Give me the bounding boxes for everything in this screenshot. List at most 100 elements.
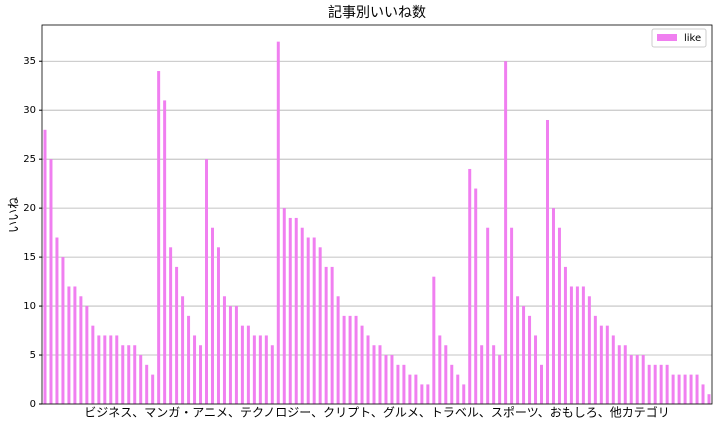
bar xyxy=(276,41,280,404)
bar xyxy=(611,335,615,404)
bar xyxy=(109,335,113,404)
bar xyxy=(474,188,478,404)
bar xyxy=(258,335,262,404)
bar xyxy=(569,286,573,404)
bar xyxy=(151,374,155,404)
bar xyxy=(545,119,549,404)
legend-box xyxy=(651,28,707,48)
bar xyxy=(372,345,376,404)
bar xyxy=(67,286,71,404)
bar xyxy=(683,374,687,404)
bar xyxy=(635,355,639,404)
bar xyxy=(121,345,125,404)
bar xyxy=(282,208,286,404)
bar xyxy=(103,335,107,404)
bar xyxy=(354,315,358,404)
bar xyxy=(581,286,585,404)
y-tick-label: 10 xyxy=(23,301,36,312)
bar xyxy=(438,335,442,404)
x-axis-label: ビジネス、マンガ・アニメ、テクノロジー、クリプト、グルメ、トラベル、スポーツ、お… xyxy=(84,405,670,420)
bar xyxy=(145,364,149,404)
bar xyxy=(210,227,214,404)
bar xyxy=(575,286,579,404)
bar xyxy=(587,296,591,404)
bar xyxy=(246,325,250,404)
bar xyxy=(528,315,532,404)
bar xyxy=(402,364,406,404)
bar xyxy=(617,345,621,404)
bar xyxy=(73,286,77,404)
bar xyxy=(659,364,663,404)
bar xyxy=(557,227,561,404)
bar xyxy=(504,61,508,405)
bar xyxy=(318,247,322,404)
bar xyxy=(677,374,681,404)
bar xyxy=(43,129,47,404)
y-tick-label: 0 xyxy=(30,399,36,410)
bar xyxy=(432,276,436,404)
bar xyxy=(629,355,633,404)
bar xyxy=(187,315,191,404)
bar xyxy=(593,315,597,404)
bar xyxy=(312,237,316,404)
bar xyxy=(384,355,388,404)
bar xyxy=(157,71,161,404)
bar xyxy=(534,335,538,404)
bar xyxy=(55,237,59,404)
bar xyxy=(366,335,370,404)
chart-title: 記事別いいね数 xyxy=(328,4,426,21)
bar xyxy=(163,100,167,405)
bar xyxy=(480,345,484,404)
y-tick-label: 30 xyxy=(23,105,36,116)
bar xyxy=(324,266,328,404)
bar xyxy=(306,237,310,404)
bar xyxy=(139,355,143,404)
bar xyxy=(288,217,292,404)
bar xyxy=(234,306,238,404)
y-tick-label: 35 xyxy=(23,56,36,67)
bar xyxy=(641,355,645,404)
legend-swatch xyxy=(657,34,677,41)
bar xyxy=(97,335,101,404)
y-tick-label: 5 xyxy=(30,350,36,361)
bar xyxy=(396,364,400,404)
bar xyxy=(486,227,490,404)
bar xyxy=(342,315,346,404)
bar xyxy=(199,345,203,404)
y-axis-label: いいね xyxy=(7,197,21,233)
bar xyxy=(133,345,137,404)
legend-label: like xyxy=(684,33,701,44)
bar xyxy=(647,364,651,404)
bar xyxy=(653,364,657,404)
bar xyxy=(300,227,304,404)
bar xyxy=(599,325,603,404)
bar xyxy=(378,345,382,404)
bar xyxy=(216,247,220,404)
bar xyxy=(623,345,627,404)
bar xyxy=(240,325,244,404)
bar xyxy=(61,257,65,404)
bar xyxy=(540,364,544,404)
bar xyxy=(330,266,334,404)
bar xyxy=(605,325,609,404)
bar xyxy=(294,217,298,404)
bar xyxy=(414,374,418,404)
bar xyxy=(551,208,555,404)
bar xyxy=(444,345,448,404)
bar xyxy=(228,306,232,404)
bar xyxy=(390,355,394,404)
bar xyxy=(85,306,89,404)
bar xyxy=(336,296,340,404)
bar xyxy=(264,335,268,404)
bar xyxy=(181,296,185,404)
bar xyxy=(169,247,173,404)
bar xyxy=(701,384,705,404)
bar xyxy=(707,394,711,404)
bar xyxy=(205,159,209,404)
y-tick-label: 25 xyxy=(23,154,36,165)
bar xyxy=(468,168,472,404)
bar xyxy=(193,335,197,404)
bar xyxy=(671,374,675,404)
